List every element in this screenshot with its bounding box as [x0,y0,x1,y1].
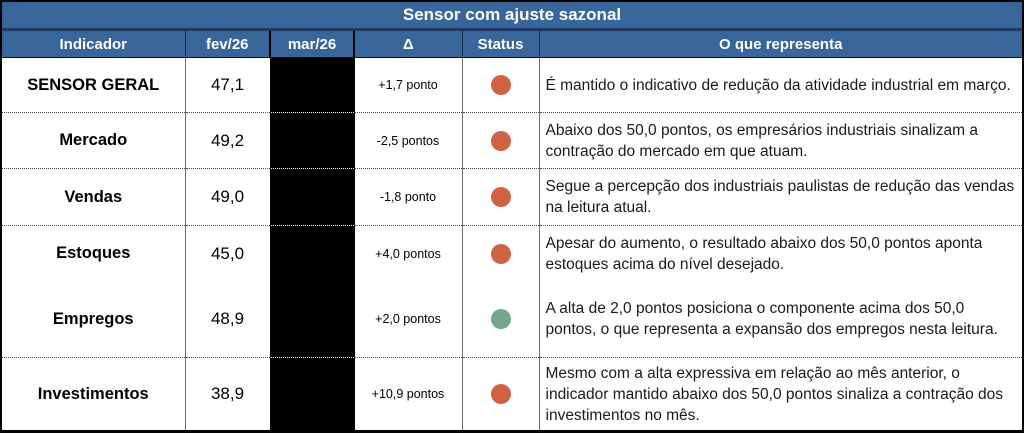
table-row-empregos: Empregos 48,9 +2,0 pontos A alta de 2,0 … [2,281,1022,358]
table-row-estoques: Estoques 45,0 +4,0 pontos Apesar do aume… [2,225,1022,281]
delta-value: +4,0 pontos [353,225,462,281]
status-dot [490,243,511,264]
status-dot [490,75,511,95]
table-row-sensor-geral: SENSOR GERAL 47,1 +1,7 ponto É mantido o… [2,57,1022,113]
redacted-mar-cell [269,357,354,430]
delta-value: -2,5 pontos [353,112,462,169]
status-dot [490,384,511,404]
redacted-mar-cell [269,168,354,226]
description-text: Mesmo com a alta expressiva em relação a… [538,357,1022,430]
redacted-mar-cell [269,281,354,358]
description-text: Abaixo dos 50,0 pontos, os empresários i… [538,112,1022,169]
table-row-vendas: Vendas 49,0 -1,8 ponto Segue a percepção… [2,168,1022,226]
status-dot [490,130,511,151]
table-row-mercado: Mercado 49,2 -2,5 pontos Abaixo dos 50,0… [2,112,1022,169]
fev-value: 48,9 [184,281,270,358]
status-cell [461,168,539,226]
status-cell [461,225,539,281]
indicator-name: Mercado [2,112,185,169]
delta-value: +2,0 pontos [353,281,462,358]
column-header-fev26: fev/26 [184,31,270,58]
indicator-name: Empregos [2,281,185,358]
indicator-table: Indicador fev/26 mar/26 Δ Status O que r… [2,31,1022,430]
fev-value: 49,0 [184,168,270,226]
column-header-indicador: Indicador [2,31,185,58]
indicator-name: Vendas [2,168,185,226]
indicator-name: Estoques [2,225,185,281]
description-text: Segue a percepção dos industriais paulis… [538,168,1022,226]
table-row-investimentos: Investimentos 38,9 +10,9 pontos Mesmo co… [2,357,1022,430]
delta-value: -1,8 ponto [353,168,462,226]
column-header-status: Status [461,31,539,58]
fev-value: 38,9 [184,357,270,430]
fev-value: 45,0 [184,225,270,281]
redacted-mar-cell [269,57,354,113]
redacted-mar-cell [269,112,354,169]
description-text: Apesar do aumento, o resultado abaixo do… [538,225,1022,281]
delta-value: +1,7 ponto [353,57,462,113]
status-dot [490,187,511,207]
fev-value: 49,2 [184,112,270,169]
indicator-name: SENSOR GERAL [2,57,185,113]
fev-value: 47,1 [184,57,270,113]
status-cell [461,112,539,169]
column-header-representa: O que representa [538,31,1022,58]
description-text: É mantido o indicativo de redução da ati… [538,57,1022,113]
status-cell [461,281,539,358]
delta-value: +10,9 pontos [353,357,462,430]
status-cell [461,357,539,430]
table-title: Sensor com ajuste sazonal [2,2,1022,31]
header-row: Indicador fev/26 mar/26 Δ Status O que r… [2,31,1022,58]
column-header-mar26: mar/26 [269,31,355,58]
column-header-delta: Δ [353,31,462,58]
status-cell [461,57,539,113]
redacted-mar-cell [269,225,354,281]
indicator-name: Investimentos [2,357,185,430]
description-text: A alta de 2,0 pontos posiciona o compone… [538,281,1022,358]
status-dot [490,309,511,329]
